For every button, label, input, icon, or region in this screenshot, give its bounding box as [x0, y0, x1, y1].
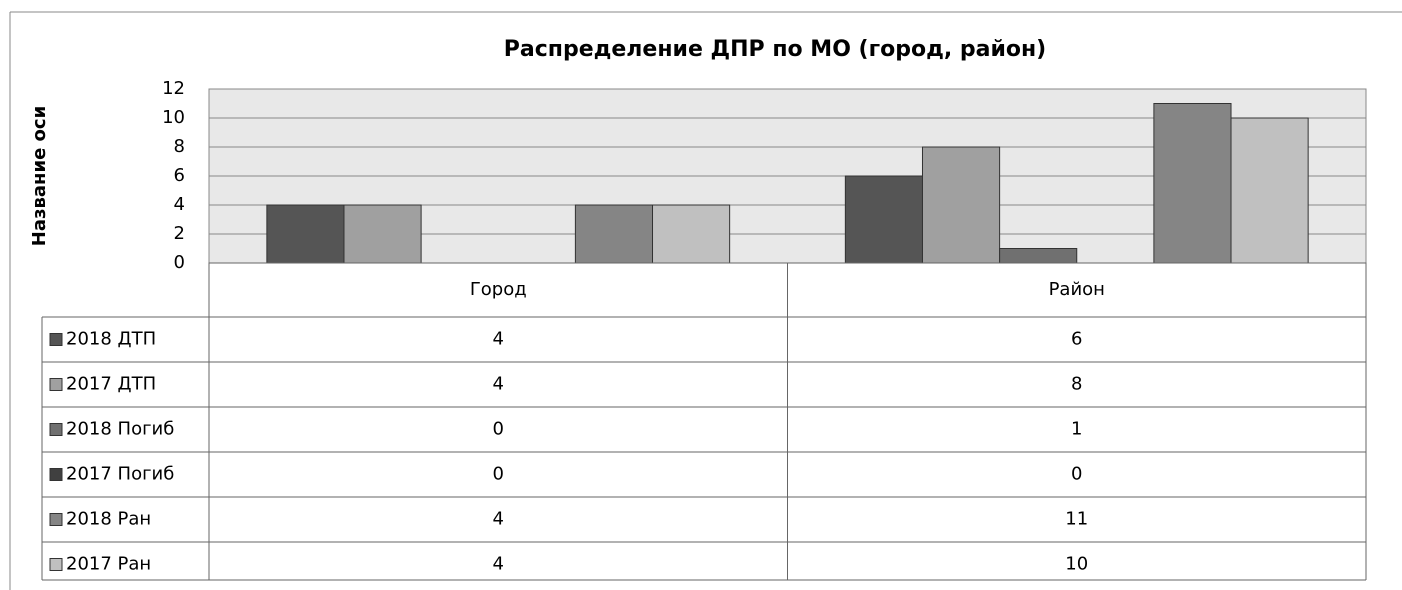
x-tick-label: Город [470, 279, 527, 300]
table-value: 0 [493, 464, 504, 485]
bar [999, 248, 1078, 264]
table-value: 4 [493, 329, 504, 350]
bar [1230, 117, 1309, 264]
table-value: 8 [1071, 374, 1082, 395]
bar [921, 146, 1001, 264]
legend-key [49, 423, 63, 436]
y-tick-label: 10 [162, 107, 185, 128]
bar [574, 204, 654, 264]
legend-label: 2017 Погиб [66, 464, 174, 485]
table-value: 11 [1065, 509, 1088, 530]
chart-title: Распределение ДПР по МО (город, район) [504, 37, 1047, 62]
table-value: 1 [1071, 419, 1082, 440]
bar [844, 175, 923, 264]
legend-label: 2018 Ран [66, 509, 151, 530]
y-tick-label: 6 [174, 165, 185, 186]
table-value: 0 [493, 419, 504, 440]
legend-key [49, 558, 63, 571]
y-tick-label: 8 [174, 136, 185, 157]
y-tick-label: 12 [162, 78, 185, 99]
table-value: 4 [493, 374, 504, 395]
legend-label: 2018 ДТП [66, 329, 156, 350]
bar [652, 204, 731, 264]
table-value: 4 [493, 554, 504, 575]
legend-label: 2018 Погиб [66, 419, 174, 440]
legend-key [49, 333, 63, 346]
bar [266, 204, 345, 264]
y-tick-label: 0 [174, 252, 185, 273]
y-tick-label: 4 [174, 194, 185, 215]
legend-label: 2017 ДТП [66, 374, 156, 395]
x-tick-label: Район [1049, 279, 1105, 300]
y-tick-label: 2 [174, 223, 185, 244]
bar [1153, 103, 1232, 264]
legend-key [49, 513, 63, 526]
table-value: 6 [1071, 329, 1082, 350]
y-axis-title: Название оси [29, 106, 50, 246]
table-value: 4 [493, 509, 504, 530]
table-value: 10 [1065, 554, 1088, 575]
legend-key [49, 468, 63, 481]
bar [343, 204, 422, 264]
table-value: 0 [1071, 464, 1082, 485]
legend-key [49, 378, 63, 391]
legend-label: 2017 Ран [66, 554, 151, 575]
